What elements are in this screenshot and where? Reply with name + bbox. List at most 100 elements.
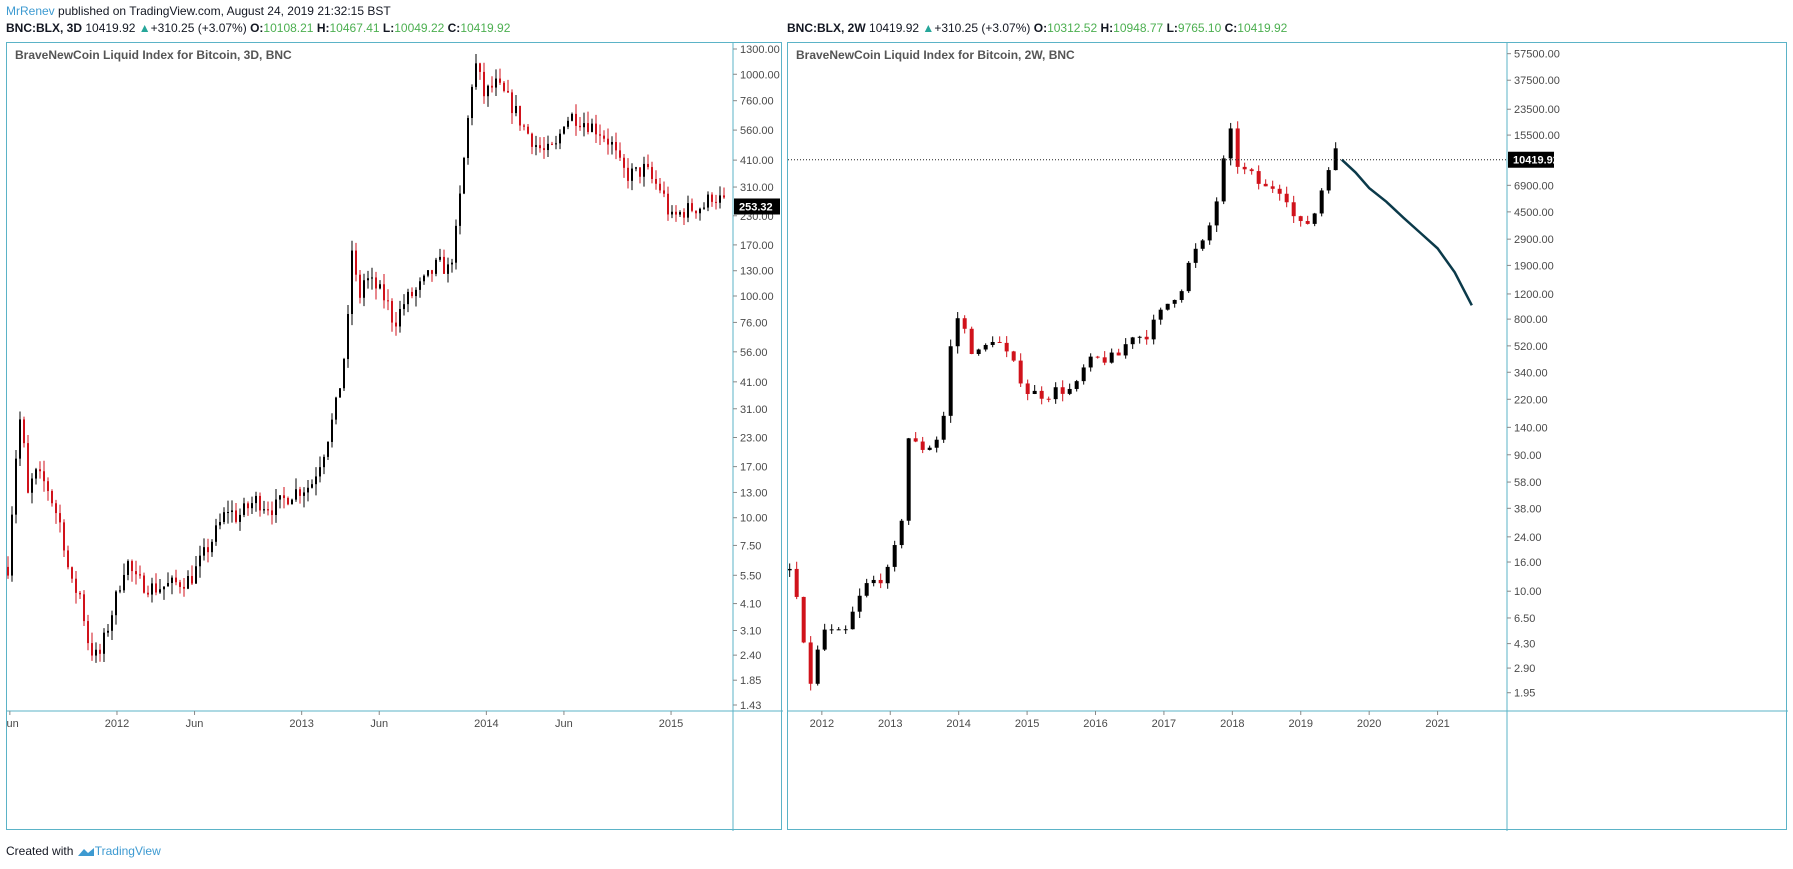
candle-body [227,512,229,514]
candle-body [147,592,149,595]
y-tick-label: 140.00 [1514,422,1548,434]
candle-body [591,123,593,132]
candle-body [1102,357,1107,363]
y-tick-label: 4500.00 [1514,207,1554,219]
footer-prefix: Created with [6,844,74,858]
y-tick-label: 24.00 [1514,532,1542,544]
y-tick-label: 6.50 [1514,613,1535,625]
candle-body [579,125,581,128]
y-tick-label: 41.00 [740,377,768,389]
candle-body [55,503,57,514]
candle-body [1179,291,1184,300]
candle-body [47,481,49,492]
candle-body [339,388,341,398]
candle-body [247,503,249,509]
candle-body [885,566,890,584]
x-tick-label: 2012 [105,718,129,730]
right-chart-panel[interactable]: BraveNewCoin Liquid Index for Bitcoin, 2… [787,42,1788,831]
candle-body [375,277,377,289]
candle-body [1053,387,1058,400]
candle-body [962,318,967,329]
x-tick-label: 2016 [1083,718,1107,730]
right-chart-svg[interactable]: BraveNewCoin Liquid Index for Bitcoin, 2… [788,43,1788,831]
candle-body [1263,183,1268,187]
candle-body [1326,170,1331,191]
candle-body [655,178,657,184]
candle-body [463,157,465,194]
candle-body [607,138,609,145]
candle-body [399,309,401,327]
candle-body [471,86,473,119]
candle-body [303,492,305,496]
candle-body [976,349,981,354]
candle-body [239,514,241,522]
candle-body [829,629,834,631]
candle-body [259,495,261,511]
candle-body [363,280,365,298]
left-change: +310.25 (+3.07%) [150,21,247,35]
right-symbol[interactable]: BNC:BLX, 2W [787,21,866,35]
candle-body [934,439,939,448]
candle-body [603,135,605,139]
candle-body [920,441,925,450]
candle-body [1172,299,1177,304]
candle-body [1221,158,1226,202]
y-tick-label: 10.00 [740,513,768,525]
candle-body [139,574,141,576]
candle-body [415,289,417,297]
x-tick-label: Jun [7,718,19,730]
candle-body [843,629,848,631]
y-tick-label: 520.00 [1514,341,1548,353]
candle-body [223,512,225,522]
candle-body [1081,367,1086,382]
candle-body [691,203,693,211]
candle-body [1312,213,1317,224]
candle-body [335,397,337,420]
x-tick-label: 2013 [878,718,902,730]
x-tick-label: 2015 [659,718,683,730]
x-tick-label: 2013 [289,718,313,730]
candle-body [307,487,309,493]
candle-body [91,643,93,656]
y-tick-label: 1.95 [1514,688,1535,700]
candle-body [659,183,661,191]
candle-body [567,120,569,127]
candle-body [794,568,799,597]
footer-brand[interactable]: TradingView [94,844,161,858]
candle-body [167,583,169,587]
left-chart-panel[interactable]: BraveNewCoin Liquid Index for Bitcoin, 3… [6,42,783,831]
candle-body [1249,169,1254,172]
candle-body [163,586,165,590]
candle-body [27,443,29,493]
candle-body [892,545,897,567]
candle-body [99,649,101,654]
candle-body [575,113,577,126]
candle-body [43,471,45,482]
y-tick-label: 7.50 [740,540,761,552]
right-price: 10419.92 [869,21,920,35]
candle-body [679,212,681,215]
right-open: 10312.52 [1047,21,1098,35]
candle-body [1095,356,1100,358]
candle-body [941,415,946,440]
candle-body [1186,262,1191,292]
y-tick-label: 1000.00 [740,69,780,81]
candle-body [948,346,953,416]
x-tick-label: 2014 [946,718,970,730]
left-symbol[interactable]: BNC:BLX, 3D [6,21,83,35]
candle-body [255,495,257,504]
left-chart-svg[interactable]: BraveNewCoin Liquid Index for Bitcoin, 3… [7,43,783,831]
candle-body [291,499,293,505]
candle-body [459,193,461,226]
candle-body [7,566,9,576]
candle-body [1291,202,1296,217]
last-price-badge [1508,151,1554,168]
candle-body [1039,390,1044,399]
x-tick-label: 2017 [1152,718,1176,730]
candle-body [1158,309,1163,320]
candle-body [563,126,565,134]
right-change: +310.25 (+3.07%) [934,21,1031,35]
author-link[interactable]: MrRenev [6,4,55,18]
candle-body [475,63,477,87]
candle-body [906,438,911,521]
